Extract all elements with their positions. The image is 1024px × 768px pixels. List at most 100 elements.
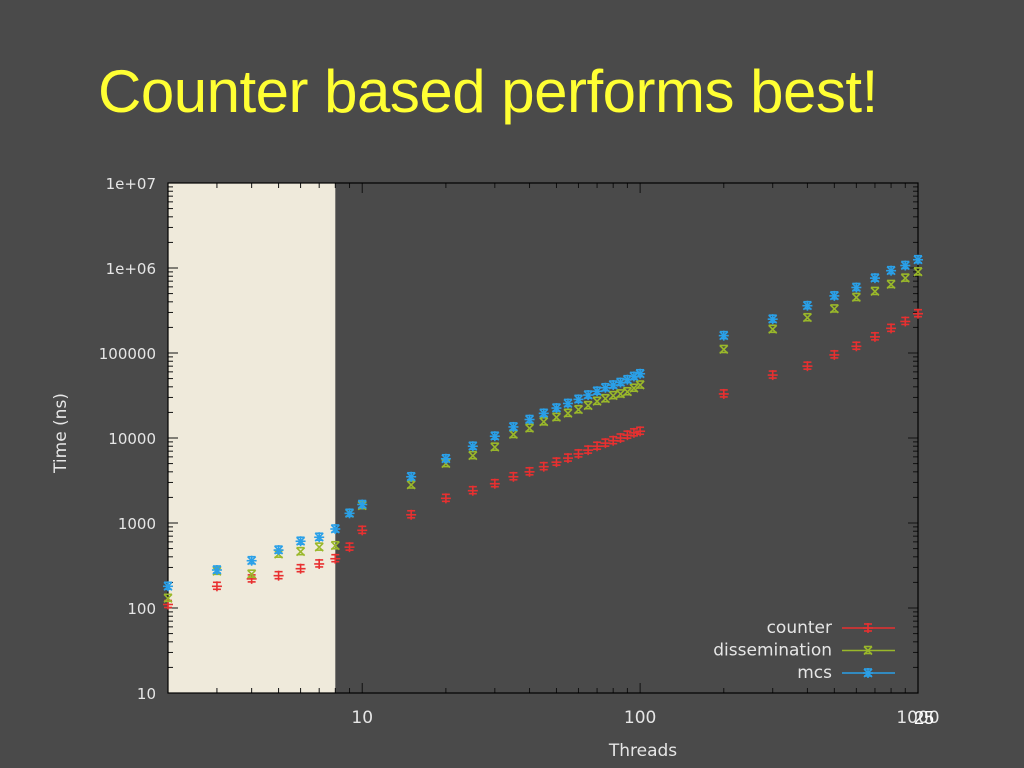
data-point xyxy=(863,668,873,678)
data-point xyxy=(615,389,626,399)
data-point xyxy=(314,542,324,552)
data-point xyxy=(635,380,645,390)
data-point xyxy=(314,558,325,569)
data-point xyxy=(246,573,257,584)
data-point xyxy=(163,581,173,592)
data-point xyxy=(622,386,632,397)
data-point xyxy=(344,508,355,519)
data-point xyxy=(829,304,839,314)
data-point xyxy=(489,431,500,442)
data-point xyxy=(357,499,368,510)
data-point xyxy=(592,386,603,397)
x-tick-label: 1000 xyxy=(896,708,939,728)
data-point xyxy=(246,555,257,566)
data-point xyxy=(406,509,417,520)
data-point xyxy=(592,396,602,406)
y-tick-label: 1000 xyxy=(118,515,156,533)
data-point xyxy=(163,593,173,603)
data-point xyxy=(344,542,355,553)
data-point xyxy=(870,286,880,297)
data-point xyxy=(490,442,500,452)
data-point xyxy=(767,314,778,325)
data-point xyxy=(467,441,478,452)
data-point xyxy=(406,471,417,482)
data-point xyxy=(600,393,610,404)
data-point xyxy=(628,427,639,438)
data-point xyxy=(273,570,284,581)
data-point xyxy=(562,453,573,464)
data-point xyxy=(869,273,880,284)
data-point xyxy=(538,408,549,419)
data-point xyxy=(851,341,862,352)
data-point xyxy=(538,461,549,472)
data-point xyxy=(440,453,451,464)
data-point xyxy=(600,382,611,393)
data-point xyxy=(524,423,535,433)
data-point xyxy=(863,645,873,656)
data-point xyxy=(600,438,611,449)
data-point xyxy=(900,316,911,327)
y-tick-label: 1e+07 xyxy=(106,175,156,193)
data-point xyxy=(330,553,341,564)
legend-label-dissemination: dissemination xyxy=(713,641,832,661)
data-point xyxy=(330,523,341,534)
data-point xyxy=(273,545,284,556)
data-point xyxy=(295,563,306,574)
y-tick-label: 100 xyxy=(127,600,156,618)
y-tick-label: 10 xyxy=(137,685,156,703)
data-point xyxy=(583,400,593,411)
data-point xyxy=(583,390,594,401)
plot-frame xyxy=(167,182,919,694)
page-number: 25 xyxy=(913,708,935,728)
data-point xyxy=(357,525,368,536)
data-point xyxy=(718,388,729,399)
series-counter xyxy=(163,308,923,610)
data-point xyxy=(211,564,222,575)
data-point xyxy=(573,394,584,405)
data-point xyxy=(900,260,911,271)
data-point xyxy=(295,536,306,547)
data-point xyxy=(508,471,519,482)
data-point xyxy=(314,532,325,543)
data-point xyxy=(635,426,646,437)
data-point xyxy=(563,408,573,418)
data-point xyxy=(608,390,618,401)
y-tick-label: 1e+06 xyxy=(106,260,156,278)
data-point xyxy=(635,368,646,379)
x-axis-label: Threads xyxy=(608,741,677,761)
data-point xyxy=(468,450,478,461)
data-point xyxy=(829,349,840,360)
data-point xyxy=(467,485,478,496)
data-point xyxy=(583,445,594,456)
y-tick-label: 100000 xyxy=(99,345,156,363)
data-point xyxy=(551,403,562,414)
highlight-region xyxy=(168,183,336,693)
data-point xyxy=(296,546,306,557)
data-point xyxy=(913,267,923,277)
data-point xyxy=(247,569,257,579)
legend-label-mcs: mcs xyxy=(797,663,832,683)
data-point xyxy=(802,300,813,311)
y-axis-label: Time (ns) xyxy=(51,393,71,474)
data-point xyxy=(886,279,896,290)
slide-title: Counter based performs best! xyxy=(98,58,878,125)
data-point xyxy=(886,323,897,334)
y-tick-label: 10000 xyxy=(108,430,156,448)
data-point xyxy=(829,290,840,301)
data-point xyxy=(900,273,910,283)
data-point xyxy=(913,308,923,319)
series-mcs xyxy=(163,254,923,592)
data-point xyxy=(863,623,873,633)
data-point xyxy=(592,441,603,452)
data-point xyxy=(211,581,222,592)
series-dissemination xyxy=(163,267,923,603)
data-point xyxy=(719,344,729,355)
data-point xyxy=(440,493,451,504)
data-point xyxy=(913,254,923,265)
data-point xyxy=(768,324,778,334)
legend-label-counter: counter xyxy=(767,618,832,638)
x-tick-label: 10 xyxy=(351,708,373,728)
data-point xyxy=(869,331,880,342)
